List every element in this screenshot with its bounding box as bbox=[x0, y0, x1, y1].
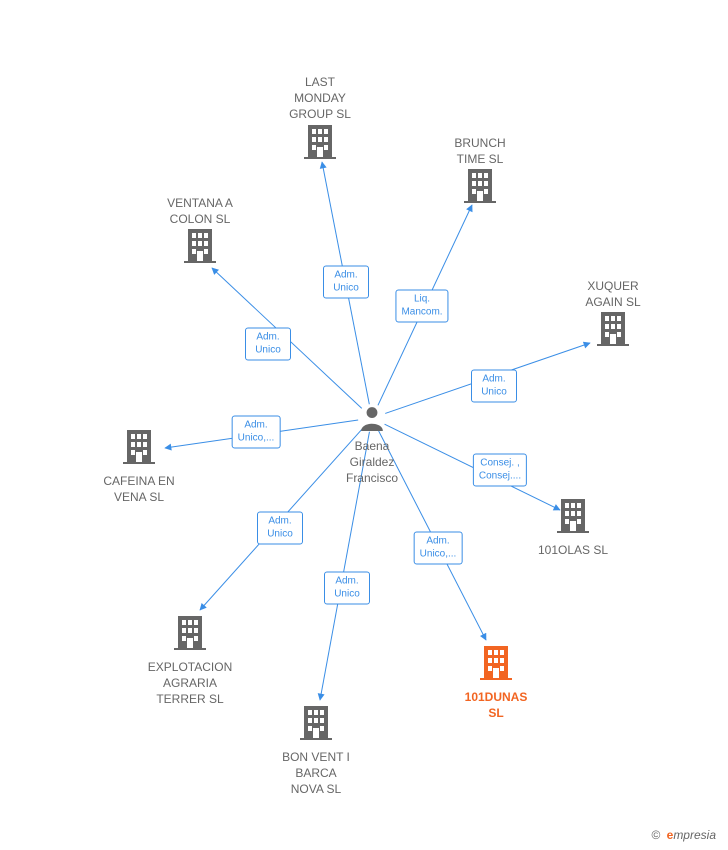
building-icon-wrap bbox=[557, 497, 589, 538]
company-node-101olas[interactable]: 101OLAS SL bbox=[513, 497, 633, 558]
watermark: © empresia bbox=[651, 828, 716, 842]
building-icon bbox=[300, 704, 332, 740]
building-icon bbox=[304, 123, 336, 159]
building-icon-wrap bbox=[123, 428, 155, 469]
building-icon-wrap bbox=[300, 704, 332, 745]
company-label: 101DUNAS SL bbox=[436, 689, 556, 721]
company-label: BRUNCH TIME SL bbox=[420, 135, 540, 167]
company-node-101dunas[interactable]: 101DUNAS SL bbox=[436, 644, 556, 721]
company-node-brunch[interactable]: BRUNCH TIME SL bbox=[420, 131, 540, 208]
person-label: Baena Giraldez Francisco bbox=[312, 438, 432, 487]
person-icon-wrap bbox=[359, 418, 385, 435]
edge-label: Adm. Unico bbox=[257, 512, 303, 545]
company-node-last_monday[interactable]: LAST MONDAY GROUP SL bbox=[260, 70, 380, 164]
building-icon-wrap bbox=[184, 227, 216, 268]
company-label: CAFEINA EN VENA SL bbox=[79, 473, 199, 505]
building-icon bbox=[174, 614, 206, 650]
company-node-explotacion[interactable]: EXPLOTACION AGRARIA TERRER SL bbox=[130, 614, 250, 708]
company-label: VENTANA A COLON SL bbox=[140, 195, 260, 227]
building-icon bbox=[557, 497, 589, 533]
building-icon-wrap bbox=[597, 310, 629, 351]
company-node-ventana[interactable]: VENTANA A COLON SL bbox=[140, 191, 260, 268]
building-icon bbox=[464, 167, 496, 203]
edge-label: Adm. Unico bbox=[471, 370, 517, 403]
person-node[interactable]: Baena Giraldez Francisco bbox=[312, 405, 432, 487]
building-icon bbox=[184, 227, 216, 263]
building-icon-wrap bbox=[174, 614, 206, 655]
company-node-bonvent[interactable]: BON VENT I BARCA NOVA SL bbox=[256, 704, 376, 798]
person-icon bbox=[359, 405, 385, 431]
building-icon-wrap bbox=[304, 123, 336, 164]
building-icon bbox=[597, 310, 629, 346]
copyright-symbol: © bbox=[651, 828, 660, 842]
company-label: EXPLOTACION AGRARIA TERRER SL bbox=[130, 659, 250, 708]
edge-label: Liq. Mancom. bbox=[395, 290, 448, 323]
edge-label: Consej. , Consej.... bbox=[473, 454, 527, 487]
building-icon bbox=[123, 428, 155, 464]
company-label: XUQUER AGAIN SL bbox=[553, 278, 673, 310]
building-icon-wrap bbox=[480, 644, 512, 685]
company-node-xuquer[interactable]: XUQUER AGAIN SL bbox=[553, 274, 673, 351]
edge-label: Adm. Unico bbox=[245, 328, 291, 361]
company-label: 101OLAS SL bbox=[513, 542, 633, 558]
company-label: BON VENT I BARCA NOVA SL bbox=[256, 749, 376, 798]
edge-label: Adm. Unico,... bbox=[414, 532, 463, 565]
building-icon bbox=[480, 644, 512, 680]
edge-label: Adm. Unico,... bbox=[232, 416, 281, 449]
edge-label: Adm. Unico bbox=[323, 266, 369, 299]
company-node-cafeina[interactable]: CAFEINA EN VENA SL bbox=[79, 428, 199, 505]
brand-name: empresia bbox=[667, 828, 716, 842]
company-label: LAST MONDAY GROUP SL bbox=[260, 74, 380, 123]
building-icon-wrap bbox=[464, 167, 496, 208]
edge-label: Adm. Unico bbox=[324, 572, 370, 605]
